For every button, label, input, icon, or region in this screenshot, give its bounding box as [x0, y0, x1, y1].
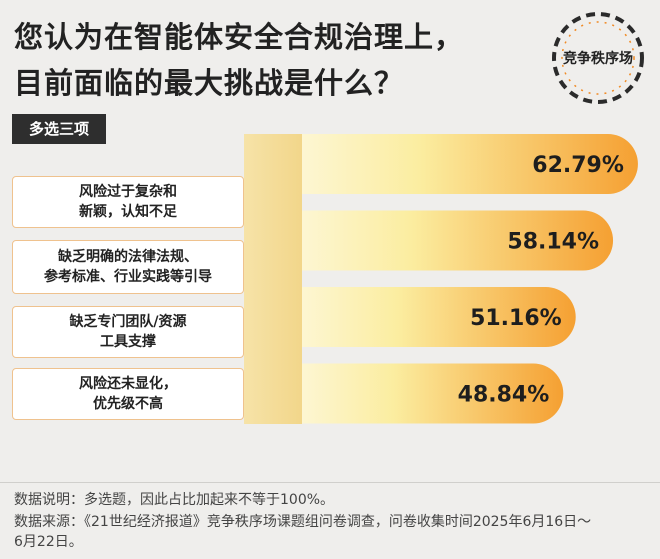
title-line-1: 您认为在智能体安全合规治理上， — [14, 20, 465, 54]
bar-value-label-4: 48.84% — [458, 383, 550, 408]
bar-3 — [302, 287, 576, 347]
data-source-continued: 6月22日。 — [14, 534, 83, 550]
chart-axis-band — [244, 134, 302, 424]
bar-value-label-2: 58.14% — [507, 230, 599, 255]
category-label-3: 缺乏专门团队/资源 工具支撑 — [12, 306, 244, 358]
page-title: 您认为在智能体安全合规治理上， 目前面临的最大挑战是什么？ — [14, 14, 534, 106]
bar-value-label-3: 51.16% — [470, 306, 562, 331]
logo-text: 竞争秩序场 — [563, 51, 633, 67]
data-source: 数据来源：《21世纪经济报道》竞争秩序场课题组问卷调查，问卷收集时间2025年6… — [14, 514, 592, 530]
logo-icon — [552, 12, 644, 104]
category-label-1: 风险过于复杂和 新颖，认知不足 — [12, 176, 244, 228]
category-label-2: 缺乏明确的法律法规、 参考标准、行业实践等引导 — [12, 240, 244, 294]
category-label-4: 风险还未显化， 优先级不高 — [12, 368, 244, 420]
bar-value-label-1: 62.79% — [532, 153, 624, 178]
title-line-2: 目前面临的最大挑战是什么？ — [14, 66, 405, 100]
bar-1 — [302, 134, 638, 194]
footer-divider — [0, 482, 660, 483]
bar-2 — [302, 210, 614, 271]
bar-4 — [302, 363, 564, 424]
multi-select-badge: 多选三项 — [12, 114, 106, 144]
data-note: 数据说明：多选题，因此占比加起来不等于100%。 — [14, 492, 335, 508]
